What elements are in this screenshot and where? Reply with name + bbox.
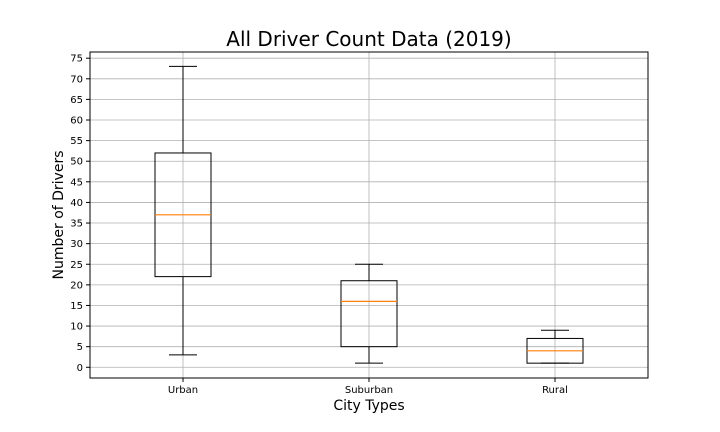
y-tick-label: 35 [70,219,83,230]
y-tick-label: 0 [77,363,83,374]
y-tick-label: 65 [70,95,83,106]
box-urban [154,65,212,356]
y-tick-label: 25 [70,260,83,271]
x-tick-label: Suburban [345,385,393,396]
box-rural [526,329,584,364]
y-tick-label: 20 [70,280,83,291]
y-tick-label: 75 [70,54,83,65]
y-tick-label: 55 [70,136,83,147]
y-tick-label: 45 [70,177,83,188]
y-tick-label: 60 [70,116,83,127]
chart-title: All Driver Count Data (2019) [226,27,511,51]
y-tick-label: 5 [77,342,83,353]
x-tick-label: Rural [542,385,568,396]
ticks-layer: 0 5 10 15 20 25 30 35 40 45 50 55 60 65 70 75 Urban Subur… [70,54,568,396]
iqr-box [340,280,398,348]
box-suburban [340,263,398,364]
y-tick-label: 70 [70,74,83,85]
x-tick-label: Urban [168,385,198,396]
y-tick-label: 40 [70,198,83,209]
y-tick-label: 10 [70,322,83,333]
y-tick-label: 15 [70,301,83,312]
x-axis-label: City Types [333,398,404,414]
y-tick-label: 30 [70,239,83,250]
y-axis-label: Number of Drivers [51,150,67,279]
y-tick-label: 50 [70,157,83,168]
boxes-layer [154,65,584,364]
